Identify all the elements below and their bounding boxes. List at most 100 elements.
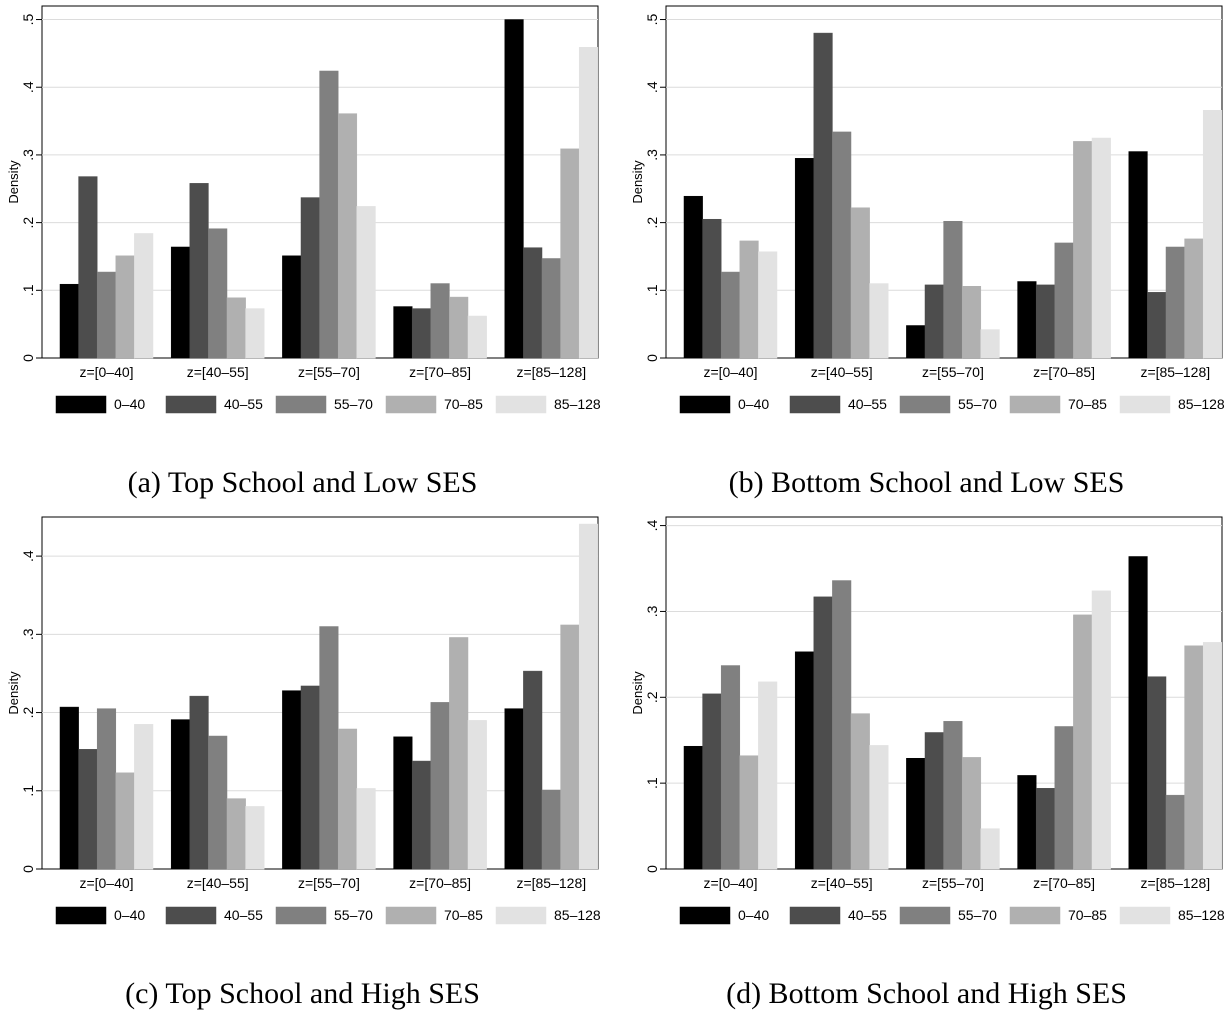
bar — [1128, 151, 1148, 359]
y-tick-label: .2 — [644, 691, 660, 703]
legend-swatch — [495, 906, 547, 925]
legend-swatch — [1009, 395, 1061, 414]
legend-swatch — [55, 395, 107, 414]
legend-swatch — [165, 395, 217, 414]
bar — [467, 720, 487, 870]
bar — [411, 308, 432, 359]
bar — [411, 760, 432, 870]
legend-swatch — [679, 906, 731, 925]
legend-label: 0–40 — [114, 907, 145, 923]
bar — [1147, 292, 1167, 359]
bar — [832, 131, 852, 359]
chart-panel-c: 0 .1 .2 .3 .4 Density z=[0–40] z=[40–55] z=[55–7… — [0, 511, 605, 1021]
bar — [96, 708, 117, 870]
y-tick-label: .1 — [20, 284, 36, 296]
bar — [1017, 775, 1037, 870]
x-category-label: z=[70–85] — [1033, 364, 1095, 380]
bar — [1017, 281, 1037, 359]
legend-swatch — [385, 395, 437, 414]
bar — [59, 283, 79, 359]
legend-label: 70–85 — [1068, 907, 1107, 923]
bar — [170, 719, 191, 870]
legend-swatch — [679, 395, 731, 414]
bar — [504, 19, 524, 359]
y-tick-label: .1 — [644, 284, 660, 296]
legend-label: 85–128 — [1178, 396, 1225, 412]
bar — [208, 735, 228, 870]
bar — [78, 176, 98, 359]
legend-label: 70–85 — [444, 907, 483, 923]
bar — [702, 218, 722, 359]
bar — [115, 255, 135, 359]
x-category-label: z=[70–85] — [409, 875, 471, 891]
bar — [1091, 137, 1111, 359]
x-category-label: z=[40–55] — [187, 875, 249, 891]
legend-label: 0–40 — [738, 396, 769, 412]
bar — [467, 315, 487, 359]
x-category-label: z=[70–85] — [1033, 875, 1095, 891]
bar — [319, 626, 339, 870]
x-category-label: z=[0–40] — [79, 875, 133, 891]
y-tick-label: .4 — [20, 550, 36, 562]
chart-caption-b: (b) Bottom School and Low SES — [728, 466, 1125, 499]
bar — [980, 329, 1000, 359]
legend-label: 70–85 — [444, 396, 483, 412]
legend-label: 40–55 — [224, 396, 263, 412]
bar — [449, 637, 469, 870]
bar — [189, 695, 209, 870]
bar — [924, 284, 944, 359]
legend-swatch — [385, 906, 437, 925]
x-category-label: z=[85–128] — [1140, 364, 1210, 380]
bar — [1091, 590, 1111, 870]
legend-swatch — [899, 906, 951, 925]
bar — [578, 47, 599, 359]
bar — [850, 713, 870, 870]
y-tick-label: .4 — [644, 520, 660, 532]
bar — [961, 285, 982, 359]
legend-label: 40–55 — [848, 396, 887, 412]
legend-label: 85–128 — [1178, 907, 1225, 923]
bar — [134, 233, 154, 359]
x-category-label: z=[40–55] — [811, 364, 873, 380]
bar — [683, 745, 703, 870]
bar — [869, 745, 889, 870]
bar — [1147, 676, 1167, 870]
bar — [906, 325, 926, 359]
legend-label: 40–55 — [848, 907, 887, 923]
y-tick-label: .2 — [20, 707, 36, 719]
y-tick-label: .1 — [644, 777, 660, 789]
bar — [226, 798, 246, 870]
chart-svg-c: 0 .1 .2 .3 .4 Density z=[0–40] z=[40–55] z=[55–7… — [6, 516, 601, 925]
bar — [943, 221, 963, 359]
legend-swatch — [789, 906, 841, 925]
bar — [1035, 788, 1056, 870]
legend-label: 0–40 — [738, 907, 769, 923]
bar — [96, 271, 117, 359]
bar — [794, 651, 815, 870]
x-category-label: z=[0–40] — [703, 875, 757, 891]
bar — [449, 296, 469, 359]
bar — [504, 708, 524, 870]
y-tick-label: 0 — [644, 865, 660, 873]
legend-swatch — [165, 906, 217, 925]
bar — [720, 271, 741, 359]
bar — [208, 228, 228, 359]
legend-swatch — [275, 906, 327, 925]
legend-label: 70–85 — [1068, 396, 1107, 412]
y-axis-label: Density — [630, 160, 645, 204]
bar — [813, 32, 833, 359]
bar — [906, 757, 926, 870]
y-tick-label: .4 — [644, 81, 660, 93]
bar — [59, 706, 79, 870]
y-tick-label: .5 — [644, 13, 660, 25]
y-tick-label: .3 — [20, 628, 36, 640]
bar — [720, 665, 741, 870]
y-tick-label: .2 — [644, 217, 660, 229]
legend-swatch — [1119, 395, 1171, 414]
legend-swatch — [789, 395, 841, 414]
y-tick-label: 0 — [20, 865, 36, 873]
legend-swatch — [1119, 906, 1171, 925]
y-tick-label: .2 — [20, 217, 36, 229]
bar — [134, 724, 154, 870]
x-category-label: z=[70–85] — [409, 364, 471, 380]
